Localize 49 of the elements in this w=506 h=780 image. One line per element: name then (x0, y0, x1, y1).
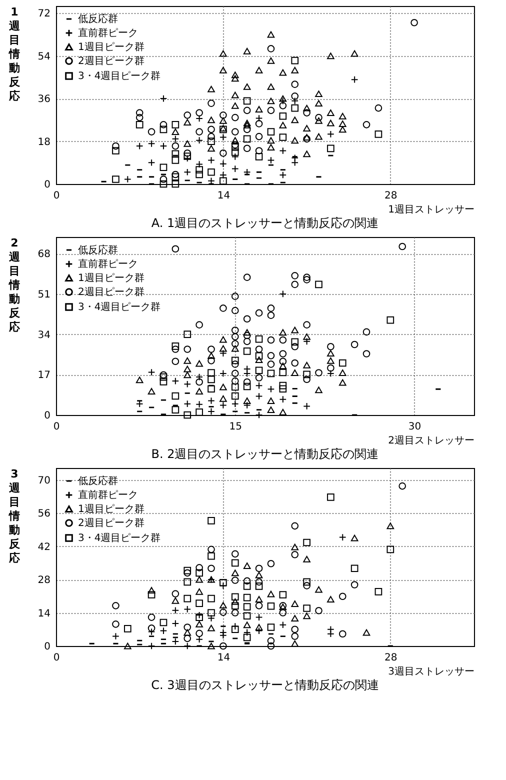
x-axis-title: 3週目ストレッサー (388, 666, 474, 678)
legend-label: 直前群ピーク (78, 258, 138, 270)
x-axis-title: 2週目ストレッサー (388, 436, 474, 446)
legend-label: 2週目ピーク群 (78, 517, 144, 529)
x-axis-title: 1週目ストレッサー (388, 204, 474, 216)
legend-label: 1週目ピーク群 (78, 503, 144, 515)
y-tick-label: 70 (38, 475, 50, 486)
y-tick-label: 68 (38, 249, 50, 260)
x-tick-label: 14 (217, 652, 230, 664)
y-tick-label: 42 (38, 542, 50, 553)
x-tick-label: 14 (217, 190, 230, 202)
legend-label: 直前群ピーク (78, 27, 138, 39)
x-tick-label: 28 (384, 190, 398, 202)
text: B. 2週目のストレッサーと情動反応の関連 (151, 447, 379, 461)
y-tick-label: 28 (38, 575, 50, 586)
y-axis-title: 3週目情動反応 (8, 468, 21, 564)
y-tick-label: 56 (38, 508, 50, 520)
legend-label: 2週目ピーク群 (78, 55, 144, 67)
text: C. 3週目のストレッサーと情動反応の関連 (151, 678, 379, 692)
y-tick-label: 14 (38, 608, 50, 620)
x-tick-label: 30 (408, 422, 422, 432)
legend-label: 3・4週目ピーク群 (78, 301, 161, 313)
y-axis-title: 1週目情動反応 (8, 6, 21, 102)
y-tick-label: 0 (44, 642, 50, 652)
x-tick-label: 0 (53, 422, 60, 432)
legend-label: 低反応群 (78, 475, 118, 487)
legend-label: 低反応群 (78, 244, 118, 256)
legend-label: 3・4週目ピーク群 (78, 532, 161, 544)
y-tick-label: 0 (44, 410, 50, 422)
legend-label: 直前群ピーク (78, 489, 138, 501)
y-tick-label: 17 (38, 370, 50, 382)
legend-label: 1週目ピーク群 (78, 41, 144, 53)
x-tick-label: 28 (384, 652, 398, 664)
x-tick-label: 0 (53, 190, 60, 202)
y-tick-label: 72 (38, 8, 50, 20)
text: A. 1週目のストレッサーと情動反応の関連 (151, 216, 379, 230)
y-tick-label: 36 (38, 94, 50, 106)
y-tick-label: 54 (38, 51, 50, 62)
x-tick-label: 15 (229, 422, 242, 432)
legend-label: 1週目ピーク群 (78, 272, 144, 284)
legend-label: 2週目ピーク群 (78, 286, 144, 298)
y-tick-label: 18 (38, 136, 50, 148)
legend-label: 低反応群 (78, 13, 118, 25)
y-tick-label: 0 (44, 180, 50, 190)
y-axis-title: 2週目情動反応 (8, 236, 21, 334)
x-tick-label: 0 (53, 652, 60, 664)
y-tick-label: 51 (38, 289, 50, 300)
legend-label: 3・4週目ピーク群 (78, 70, 161, 82)
y-tick-label: 34 (38, 330, 50, 341)
